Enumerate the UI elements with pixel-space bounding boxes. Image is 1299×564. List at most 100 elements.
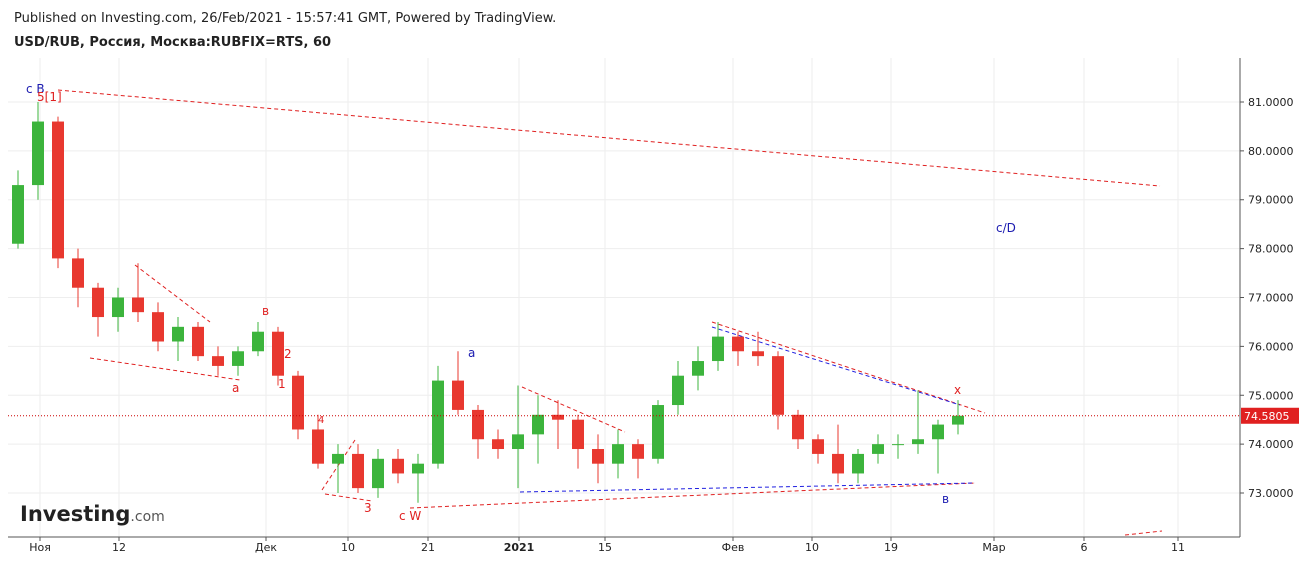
candle-body bbox=[592, 449, 604, 464]
candle-body bbox=[312, 429, 324, 464]
candle-body bbox=[912, 439, 924, 445]
y-tick-label: 75.0000 bbox=[1248, 389, 1294, 402]
y-tick-label: 76.0000 bbox=[1248, 340, 1294, 353]
logo-suffix: .com bbox=[130, 509, 164, 525]
candle-body bbox=[492, 439, 504, 450]
grid bbox=[8, 58, 1240, 537]
candle-body bbox=[752, 351, 764, 357]
candle-body bbox=[72, 258, 84, 288]
trend-line bbox=[134, 264, 211, 323]
candle-body bbox=[732, 336, 744, 352]
trend-line bbox=[57, 89, 1161, 187]
candle-body bbox=[392, 458, 404, 474]
candle-body bbox=[952, 415, 964, 425]
candle-body bbox=[432, 380, 444, 464]
candle-body bbox=[892, 444, 904, 446]
candle-body bbox=[152, 312, 164, 342]
candle-body bbox=[352, 453, 364, 489]
header: Published on Investing.com, 26/Feb/2021 … bbox=[14, 11, 556, 26]
candle-body bbox=[552, 414, 564, 420]
x-tick-label: Фев bbox=[722, 541, 745, 554]
chart-title: USD/RUB, Россия, Москва:RUBFIX=RTS, 60 bbox=[14, 35, 331, 50]
annotation: a bbox=[468, 346, 475, 360]
candle-body bbox=[812, 439, 824, 454]
annotation: x bbox=[954, 383, 961, 397]
candle-body bbox=[932, 424, 944, 440]
x-tick-label: Дек bbox=[255, 541, 277, 554]
y-tick-label: 77.0000 bbox=[1248, 292, 1294, 305]
candle-body bbox=[532, 414, 544, 435]
candle-body bbox=[272, 331, 284, 376]
logo-text: Investing bbox=[20, 502, 130, 526]
candle-body bbox=[132, 297, 144, 313]
x-tick-label: 10 bbox=[341, 541, 355, 554]
y-tick-label: 74.0000 bbox=[1248, 438, 1294, 451]
candle-body bbox=[572, 419, 584, 450]
candles bbox=[12, 101, 964, 503]
candle-body bbox=[832, 453, 844, 474]
trend-line bbox=[521, 386, 626, 433]
trend-line bbox=[324, 493, 373, 502]
annotation: 2 bbox=[284, 347, 292, 361]
annotation: 5[1] bbox=[37, 90, 62, 104]
x-tick-label: 21 bbox=[421, 541, 435, 554]
annotation: c/D bbox=[996, 221, 1016, 235]
candle-body bbox=[452, 380, 464, 410]
candle-body bbox=[852, 453, 864, 474]
x-tick-label: 19 bbox=[884, 541, 898, 554]
trend-line bbox=[409, 482, 976, 509]
candle-body bbox=[332, 453, 344, 464]
candle-body bbox=[792, 414, 804, 440]
annotation: 1 bbox=[278, 377, 286, 391]
x-tick-label: 2021 bbox=[504, 541, 535, 554]
candle-body bbox=[472, 409, 484, 440]
trend-line bbox=[519, 482, 976, 493]
candle-body bbox=[12, 185, 24, 244]
x-tick-label: 6 bbox=[1081, 541, 1088, 554]
x-tick-label: 10 bbox=[805, 541, 819, 554]
trend-line bbox=[1124, 530, 1163, 536]
trend-line bbox=[711, 321, 986, 414]
annotation: в bbox=[942, 492, 949, 506]
annotation: 3 bbox=[364, 501, 372, 515]
candle-body bbox=[32, 121, 44, 186]
candle-body bbox=[872, 444, 884, 454]
y-tick-label: 73.0000 bbox=[1248, 487, 1294, 500]
candle-body bbox=[232, 351, 244, 366]
candle-body bbox=[372, 458, 384, 489]
candle-body bbox=[712, 336, 724, 362]
candle-body bbox=[212, 356, 224, 366]
candle-body bbox=[772, 356, 784, 415]
x-tick-label: 15 bbox=[598, 541, 612, 554]
annotation: a bbox=[232, 381, 239, 395]
trend-line bbox=[711, 326, 961, 406]
candle-body bbox=[672, 375, 684, 406]
y-tick-label: 80.0000 bbox=[1248, 145, 1294, 158]
y-tick-label: 81.0000 bbox=[1248, 96, 1294, 109]
x-tick-label: 11 bbox=[1171, 541, 1185, 554]
candle-body bbox=[52, 121, 64, 259]
x-tick-label: 12 bbox=[112, 541, 126, 554]
x-tick-label: Ноя bbox=[29, 541, 51, 554]
candle-body bbox=[512, 434, 524, 450]
annotation: 4 bbox=[318, 415, 324, 426]
candle-body bbox=[192, 326, 204, 357]
candle-body bbox=[692, 361, 704, 376]
x-tick-label: Мар bbox=[982, 541, 1005, 554]
candle-body bbox=[252, 331, 264, 352]
annotation: c B bbox=[26, 82, 45, 96]
candle-body bbox=[92, 287, 104, 318]
y-tick-label: 78.0000 bbox=[1248, 243, 1294, 256]
candle-body bbox=[292, 375, 304, 430]
last-price-label: 74.5805 bbox=[1244, 410, 1290, 423]
candle-body bbox=[612, 444, 624, 464]
y-tick-label: 79.0000 bbox=[1248, 194, 1294, 207]
trend-lines bbox=[57, 89, 1163, 536]
candle-body bbox=[172, 326, 184, 342]
trend-line bbox=[89, 357, 241, 381]
candle-body bbox=[652, 405, 664, 459]
last-price-box bbox=[1241, 407, 1299, 424]
logo: Investing.com bbox=[20, 502, 165, 526]
candle-body bbox=[632, 444, 644, 459]
